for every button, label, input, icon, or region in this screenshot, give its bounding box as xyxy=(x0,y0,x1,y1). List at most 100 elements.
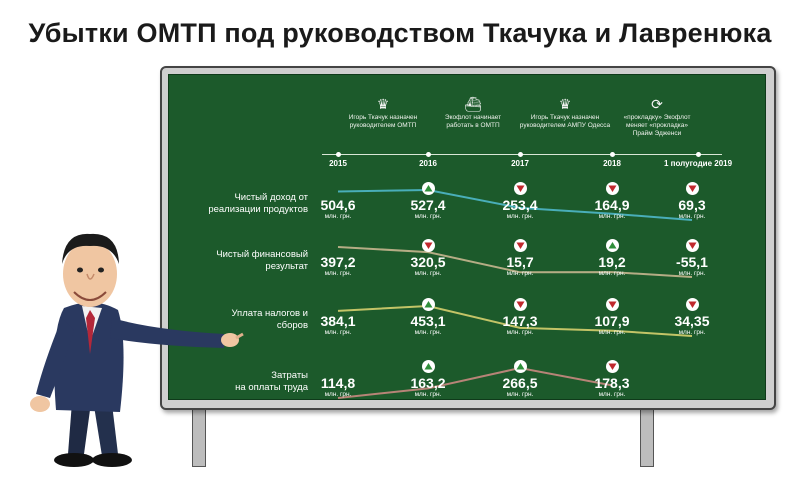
timeline-event: ⟳ «прокладку» Экофлот меняет «прокладка» Пр… xyxy=(607,96,707,138)
value-number: 384,1 xyxy=(320,313,356,329)
row-label: Чистый финансовый результат xyxy=(190,249,308,273)
value-number: 453,1 xyxy=(410,313,446,329)
value-number: 19,2 xyxy=(598,254,626,270)
row-label-line: сборов xyxy=(276,320,308,331)
value-cell: 320,5 млн. грн. xyxy=(388,255,468,278)
value-cell: -55,1 млн. грн. xyxy=(652,255,732,278)
value-cell: 453,1 млн. грн. xyxy=(388,314,468,337)
value-unit: млн. грн. xyxy=(598,270,626,277)
value-number: 69,3 xyxy=(678,197,706,213)
value-number: 320,5 xyxy=(410,254,446,270)
trend-line xyxy=(337,246,693,278)
row-label-line: Уплата налогов и xyxy=(231,308,308,319)
arrow-up-icon xyxy=(422,360,435,373)
timeline-dot xyxy=(610,152,615,157)
column-year-label: 2015 xyxy=(329,159,347,168)
trend-line xyxy=(337,366,613,399)
timeline-event: ♛ Игорь Ткачук назначен руководителем АМПУ… xyxy=(515,96,615,130)
value-cell: 527,4 млн. грн. xyxy=(388,198,468,221)
value-unit: млн. грн. xyxy=(598,213,626,220)
timeline-event: ⛴ Экофлот начинает работать в ОМТП xyxy=(423,96,523,130)
value-cell: 266,5 млн. грн. xyxy=(480,376,560,399)
timeline-dot xyxy=(696,152,701,157)
value-unit: млн. грн. xyxy=(414,213,442,220)
value-unit: млн. грн. xyxy=(414,270,442,277)
value-unit: млн. грн. xyxy=(414,391,442,398)
value-number: 107,9 xyxy=(594,313,630,329)
value-unit: млн. грн. xyxy=(324,213,352,220)
arrow-up-icon xyxy=(422,298,435,311)
value-number: 527,4 xyxy=(410,197,446,213)
value-unit: млн. грн. xyxy=(678,329,706,336)
column-year-label: 2018 xyxy=(603,159,621,168)
value-cell: 107,9 млн. грн. xyxy=(572,314,652,337)
value-number: 147,3 xyxy=(502,313,538,329)
value-number: 253,4 xyxy=(502,197,538,213)
row-label-line: Чистый доход от xyxy=(234,192,308,203)
value-number: 163,2 xyxy=(410,375,446,391)
trend-line xyxy=(337,304,693,337)
timeline-dot xyxy=(336,152,341,157)
value-unit: млн. грн. xyxy=(678,213,706,220)
timeline-event-text: Игорь Ткачук назначен xyxy=(530,114,600,121)
value-number: 266,5 xyxy=(502,375,538,391)
row-label-line: на оплаты труда xyxy=(235,382,308,393)
timeline-event-text: Прайм Эдженси xyxy=(632,130,682,137)
value-number: 178,3 xyxy=(594,375,630,391)
crown-icon: ♛ xyxy=(376,96,390,112)
value-unit: млн. грн. xyxy=(324,329,352,336)
value-cell: 15,7 млн. грн. xyxy=(480,255,560,278)
trend-line xyxy=(337,188,693,221)
value-cell: 397,2 млн. грн. xyxy=(298,255,378,278)
arrow-down-icon xyxy=(686,239,699,252)
value-cell: 164,9 млн. грн. xyxy=(572,198,652,221)
value-number: 114,8 xyxy=(320,375,356,391)
timeline-dot xyxy=(426,152,431,157)
timeline-event-text: Игорь Ткачук назначен xyxy=(348,114,418,121)
value-cell: 384,1 млн. грн. xyxy=(298,314,378,337)
row-label: Затраты на оплаты труда xyxy=(190,370,308,394)
timeline-dot xyxy=(518,152,523,157)
value-cell: 178,3 млн. грн. xyxy=(572,376,652,399)
value-number: 397,2 xyxy=(320,254,356,270)
presenter-figure xyxy=(30,233,244,467)
row-label: Чистый доход от реализации продуктов xyxy=(190,192,308,216)
timeline-event-text: руководителем ОМТП xyxy=(349,122,417,129)
row-label-line: Затраты xyxy=(271,370,308,381)
value-number: -55,1 xyxy=(676,254,708,270)
timeline-event: ♛ Игорь Ткачук назначен руководителем ОМТП xyxy=(333,96,433,130)
value-unit: млн. грн. xyxy=(324,270,352,277)
row-label: Уплата налогов и сборов xyxy=(190,308,308,332)
value-cell: 19,2 млн. грн. xyxy=(572,255,652,278)
value-cell: 253,4 млн. грн. xyxy=(480,198,560,221)
value-number: 504,6 xyxy=(320,197,356,213)
value-cell: 69,3 млн. грн. xyxy=(652,198,732,221)
value-unit: млн. грн. xyxy=(506,213,534,220)
column-year-label: 2016 xyxy=(419,159,437,168)
refresh-icon: ⟳ xyxy=(651,96,663,112)
value-number: 164,9 xyxy=(594,197,630,213)
value-unit: млн. грн. xyxy=(506,270,534,277)
timeline-event-text: работать в ОМТП xyxy=(446,122,500,129)
page-title: Убытки ОМТП под руководством Ткачука и Л… xyxy=(28,18,772,48)
row-label-line: результат xyxy=(265,261,308,272)
value-unit: млн. грн. xyxy=(506,391,534,398)
row-label-line: Чистый финансовый xyxy=(216,249,308,260)
value-unit: млн. грн. xyxy=(506,329,534,336)
arrow-down-icon xyxy=(422,239,435,252)
value-number: 15,7 xyxy=(506,254,534,270)
row-label-line: реализации продуктов xyxy=(208,204,308,215)
value-cell: 147,3 млн. грн. xyxy=(480,314,560,337)
arrow-down-icon xyxy=(606,360,619,373)
column-year-label: 1 полугодие 2019 xyxy=(663,159,733,168)
timeline-event-text: «прокладку» Экофлот xyxy=(623,114,691,121)
arrow-down-icon xyxy=(514,239,527,252)
value-number: 34,35 xyxy=(674,313,710,329)
chalkboard xyxy=(168,74,766,400)
arrow-down-icon xyxy=(514,298,527,311)
ship-icon: ⛴ xyxy=(464,96,482,112)
timeline-event-text: Экофлот начинает xyxy=(444,114,502,121)
value-cell: 504,6 млн. грн. xyxy=(298,198,378,221)
value-unit: млн. грн. xyxy=(414,329,442,336)
